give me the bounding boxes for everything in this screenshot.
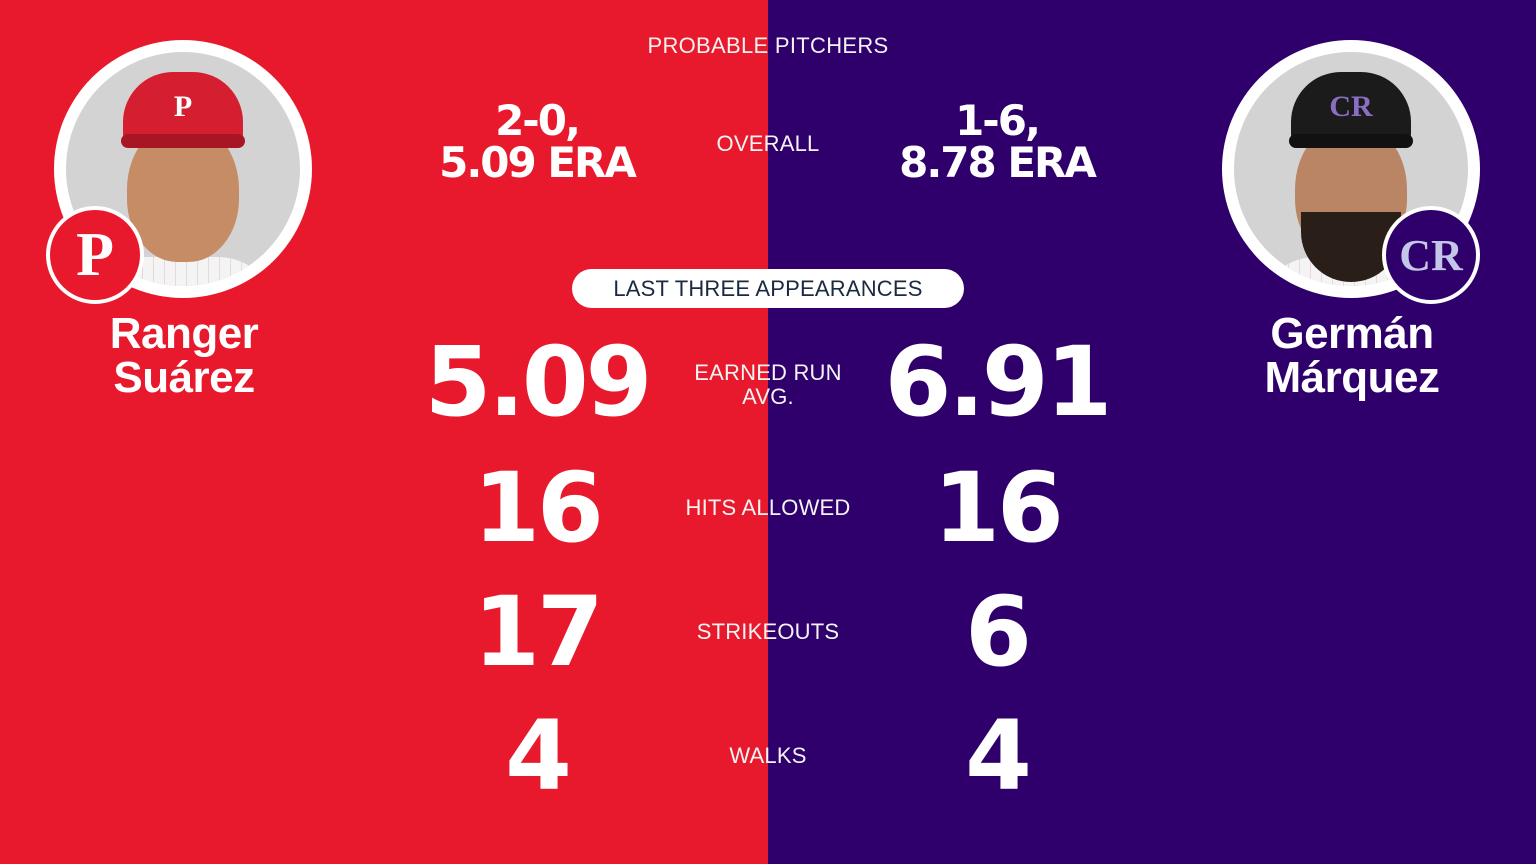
era: 8.78 ERA xyxy=(899,138,1097,187)
walks-value-right: 4 xyxy=(965,700,1032,812)
last-name: Márquez xyxy=(1264,353,1440,402)
label-line: EARNED RUN xyxy=(694,360,842,385)
player-name-left: Ranger Suárez xyxy=(54,312,314,400)
label-line: AVG. xyxy=(742,384,794,409)
overall-label: OVERALL xyxy=(716,131,820,156)
cap-brim xyxy=(121,134,245,148)
first-name: Germán xyxy=(1270,309,1434,358)
overall-stat-left: 2-0, 5.09 ERA xyxy=(392,100,682,184)
cap-brim xyxy=(1289,134,1413,148)
walks-label: WALKS xyxy=(729,743,807,768)
rockies-logo-icon: CR xyxy=(1382,206,1480,304)
player-name-right: Germán Márquez xyxy=(1222,312,1482,400)
strikeouts-value-right: 6 xyxy=(965,576,1032,688)
strikeouts-label: STRIKEOUTS xyxy=(696,619,840,644)
hits-label: HITS ALLOWED xyxy=(685,495,851,520)
overall-stat-right: 1-6, 8.78 ERA xyxy=(852,100,1142,184)
era-value-right: 6.91 xyxy=(884,326,1113,438)
last-name: Suárez xyxy=(113,353,255,402)
strikeouts-value-left: 17 xyxy=(473,576,604,688)
cap-logo-icon: P xyxy=(123,72,243,142)
hits-value-left: 16 xyxy=(473,452,604,564)
hits-value-right: 16 xyxy=(933,452,1064,564)
phillies-logo-icon: P xyxy=(46,206,144,304)
first-name: Ranger xyxy=(109,309,259,358)
last-three-appearances-badge: LAST THREE APPEARANCES xyxy=(572,269,964,308)
cap-logo-icon: CR xyxy=(1291,72,1411,142)
era-label: EARNED RUN AVG. xyxy=(618,361,918,409)
era-value-left: 5.09 xyxy=(424,326,653,438)
walks-value-left: 4 xyxy=(505,700,572,812)
record: 2-0, xyxy=(495,96,581,145)
page-title: PROBABLE PITCHERS xyxy=(647,33,889,58)
record: 1-6, xyxy=(955,96,1041,145)
era: 5.09 ERA xyxy=(439,138,637,187)
